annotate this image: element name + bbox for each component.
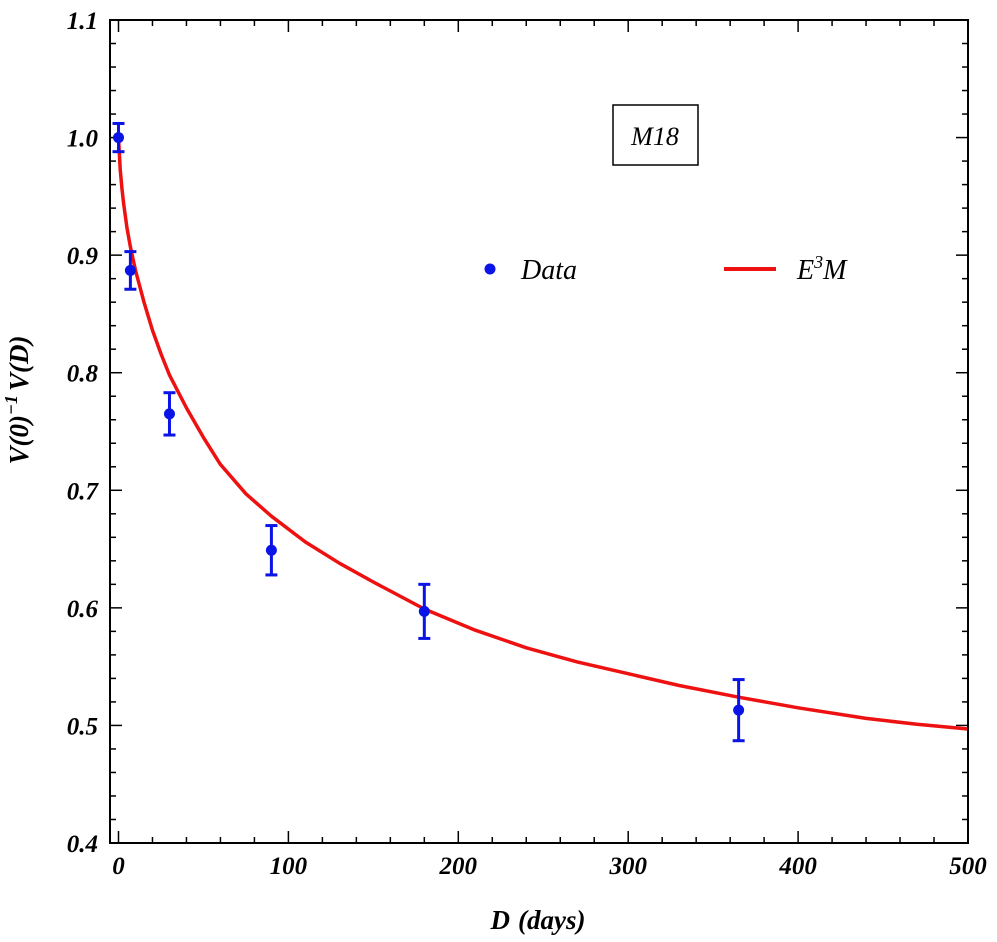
- y-axis-title-suffix: V(D): [4, 336, 34, 392]
- data-point-group: [732, 678, 745, 743]
- x-tick-label: 300: [608, 853, 647, 880]
- model-curve: [116, 137, 969, 731]
- x-tick-label: 200: [439, 853, 478, 880]
- data-point-group: [265, 524, 278, 577]
- legend-model-label-base: E: [796, 255, 814, 286]
- y-tick-label: 0.6: [67, 596, 99, 623]
- annotation-label: M18: [630, 122, 679, 151]
- annotation-box: M18: [612, 104, 699, 166]
- data-point: [265, 544, 277, 556]
- y-tick-label: 0.4: [67, 831, 98, 858]
- plot-frame: [109, 19, 969, 844]
- data-point: [163, 408, 175, 420]
- data-point-group: [163, 391, 176, 437]
- y-tick-label: 1.0: [67, 126, 99, 153]
- x-tick-label: 500: [949, 853, 987, 880]
- legend-data-label: Data: [520, 255, 577, 286]
- data-point: [112, 132, 124, 144]
- y-axis-title-prefix: V(0): [4, 415, 34, 465]
- y-tick-label: 0.5: [67, 713, 98, 740]
- data-points-layer: [112, 121, 745, 743]
- y-axis-title: V(0)−1 V(D): [1, 336, 34, 465]
- legend: Data E3M: [484, 252, 848, 286]
- x-axis-title-unit: (days): [518, 905, 585, 935]
- y-tick-label: 0.7: [67, 478, 100, 505]
- legend-model-label: E3M: [796, 252, 848, 286]
- data-point: [124, 264, 136, 276]
- x-axis-title-main: D: [490, 905, 511, 935]
- data-point-group: [418, 582, 431, 640]
- x-tick-label: 0: [112, 853, 125, 880]
- x-axis-title: D (days): [490, 905, 586, 935]
- y-tick-label: 0.8: [67, 361, 99, 388]
- tick-labels: 0 100 200 300 400 500 0.4 0.5 0.6 0.7 0.8 0.9 1.0 1.1: [67, 8, 988, 880]
- data-point: [733, 704, 745, 716]
- legend-model-label-tail: M: [822, 255, 848, 286]
- x-tick-label: 100: [270, 853, 308, 880]
- annotation-frame: [612, 104, 699, 166]
- y-tick-label: 1.1: [67, 8, 98, 35]
- data-point-group: [124, 250, 137, 291]
- x-tick-label: 400: [778, 853, 817, 880]
- legend-model-label-sup: 3: [813, 252, 823, 272]
- legend-data-marker: [484, 263, 496, 275]
- model-curve-layer: [116, 137, 969, 731]
- data-point: [418, 605, 430, 617]
- data-point-group: [112, 121, 125, 154]
- y-tick-label: 0.9: [67, 243, 99, 270]
- y-axis-title-exp: −1: [1, 395, 21, 415]
